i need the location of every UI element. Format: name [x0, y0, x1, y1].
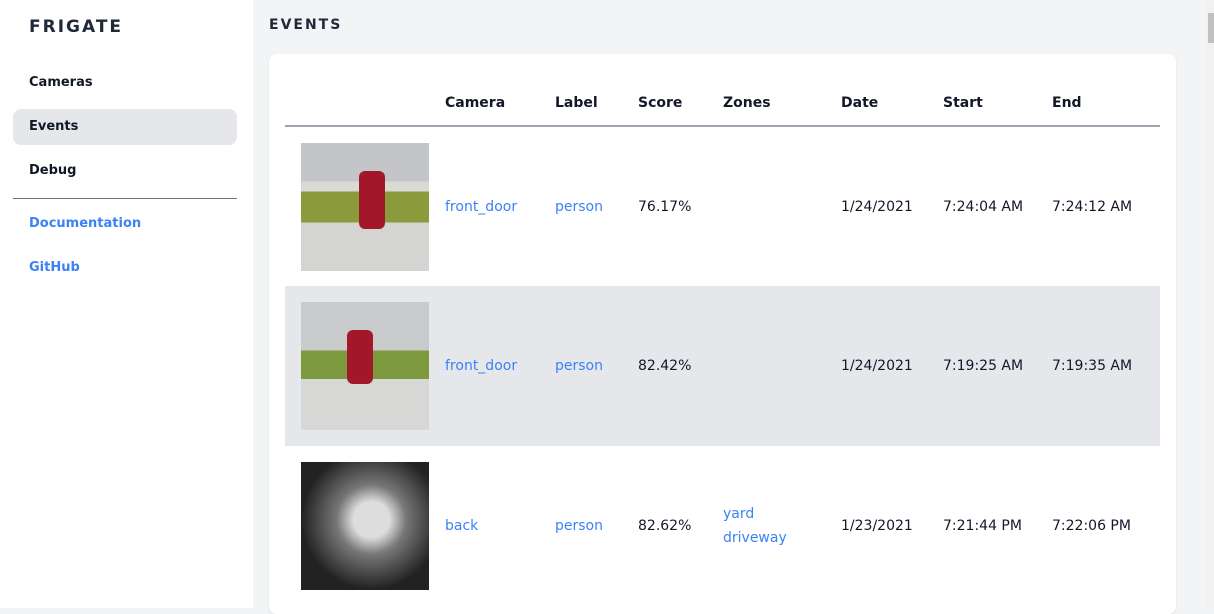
date: 1/24/2021 — [841, 198, 913, 215]
sidebar-divider — [13, 198, 237, 199]
event-thumbnail[interactable] — [301, 302, 429, 430]
header-end: End — [1052, 78, 1160, 127]
sidebar-link-documentation[interactable]: Documentation — [29, 216, 142, 231]
label-link[interactable]: person — [555, 286, 638, 446]
header-score: Score — [638, 78, 723, 127]
header-camera: Camera — [445, 78, 555, 127]
score: 76.17% — [638, 198, 692, 215]
zone-link[interactable]: yard — [723, 506, 755, 522]
camera-link[interactable]: front_door — [445, 198, 518, 215]
score: 82.42% — [638, 286, 723, 446]
event-thumbnail[interactable] — [301, 462, 429, 590]
header-date: Date — [841, 78, 943, 127]
page-scrollbar[interactable] — [1206, 0, 1214, 608]
end-time: 7:22:06 PM — [1052, 518, 1131, 534]
end-time: 7:19:35 AM — [1052, 286, 1160, 446]
end-time: 7:24:12 AM — [1052, 198, 1133, 215]
header-start: Start — [943, 78, 1052, 127]
header-zones: Zones — [723, 78, 841, 127]
label-link[interactable]: person — [555, 198, 603, 215]
sidebar-link-github[interactable]: GitHub — [29, 260, 80, 275]
start-time: 7:19:25 AM — [943, 286, 1052, 446]
zones: yard driveway — [723, 446, 841, 606]
header-label: Label — [555, 78, 638, 127]
header-thumbnail — [285, 78, 445, 127]
page-title: EVENTS — [269, 17, 343, 33]
sidebar-item-cameras[interactable]: Cameras — [29, 75, 93, 90]
start-time: 7:24:04 AM — [943, 198, 1024, 215]
scrollbar-thumb[interactable] — [1208, 13, 1214, 43]
score: 82.62% — [638, 518, 692, 534]
table-row[interactable]: front_door person 82.42% 1/24/2021 7:19:… — [285, 286, 1160, 446]
sidebar: FRIGATE Cameras Events Debug Documentati… — [0, 0, 253, 608]
sidebar-item-events[interactable]: Events — [13, 109, 237, 145]
date: 1/24/2021 — [841, 286, 943, 446]
table-header: Camera Label Score Zones Date Start End — [285, 78, 1160, 127]
sidebar-item-debug[interactable]: Debug — [29, 163, 77, 178]
label-link[interactable]: person — [555, 518, 603, 534]
zones — [723, 126, 841, 286]
table-row[interactable]: back person 82.62% yard driveway 1/23/202… — [285, 446, 1160, 606]
app-logo: FRIGATE — [29, 17, 124, 37]
table-row[interactable]: front_door person 76.17% 1/24/2021 7:24:… — [285, 126, 1160, 286]
date: 1/23/2021 — [841, 518, 913, 534]
event-thumbnail[interactable] — [301, 142, 429, 271]
events-card: Camera Label Score Zones Date Start End … — [269, 54, 1176, 614]
events-table: Camera Label Score Zones Date Start End … — [285, 78, 1160, 606]
start-time: 7:21:44 PM — [943, 518, 1022, 534]
zones — [723, 286, 841, 446]
camera-link[interactable]: back — [445, 518, 479, 534]
camera-link[interactable]: front_door — [445, 286, 555, 446]
zone-link[interactable]: driveway — [723, 530, 787, 546]
